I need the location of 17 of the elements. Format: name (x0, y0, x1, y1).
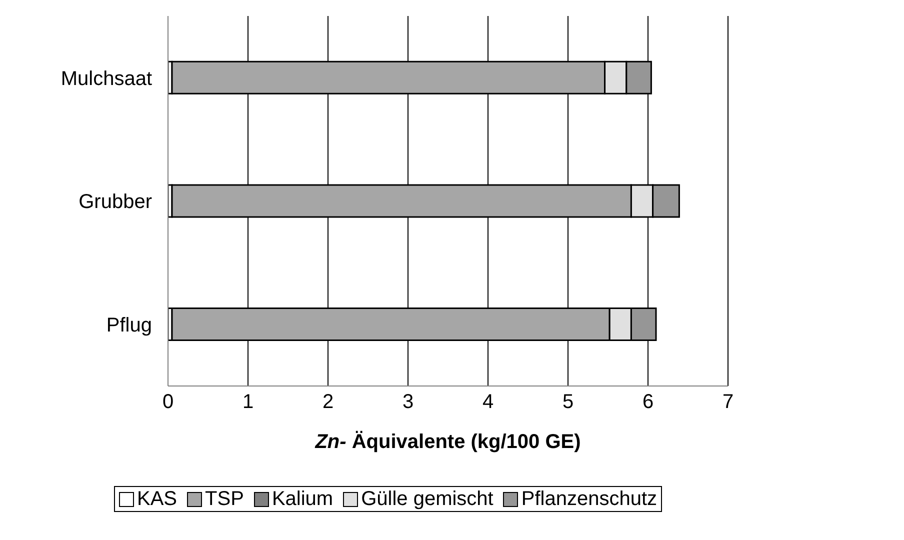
x-tick-label: 3 (402, 391, 414, 414)
x-tick-label: 0 (162, 391, 174, 414)
x-tick-label: 5 (562, 391, 574, 414)
legend-label: TSP (205, 487, 244, 511)
legend-label: Gülle gemischt (361, 487, 494, 511)
y-tick-label: Pflug (106, 314, 152, 336)
x-axis-title: Zn- Äquivalente (kg/100 GE) (314, 430, 581, 453)
y-tick-label: Mulchsaat (60, 68, 152, 90)
x-tick-label: 2 (322, 391, 334, 414)
legend-label: Pflanzenschutz (521, 487, 657, 511)
legend-label: KAS (137, 487, 178, 511)
x-tick-label: 4 (482, 391, 494, 414)
x-tick-label: 7 (722, 391, 734, 414)
x-tick-label: 6 (642, 391, 654, 414)
legend-label: Kalium (272, 487, 334, 511)
y-tick-label: Grubber (78, 191, 152, 214)
x-tick-label: 1 (242, 391, 254, 414)
